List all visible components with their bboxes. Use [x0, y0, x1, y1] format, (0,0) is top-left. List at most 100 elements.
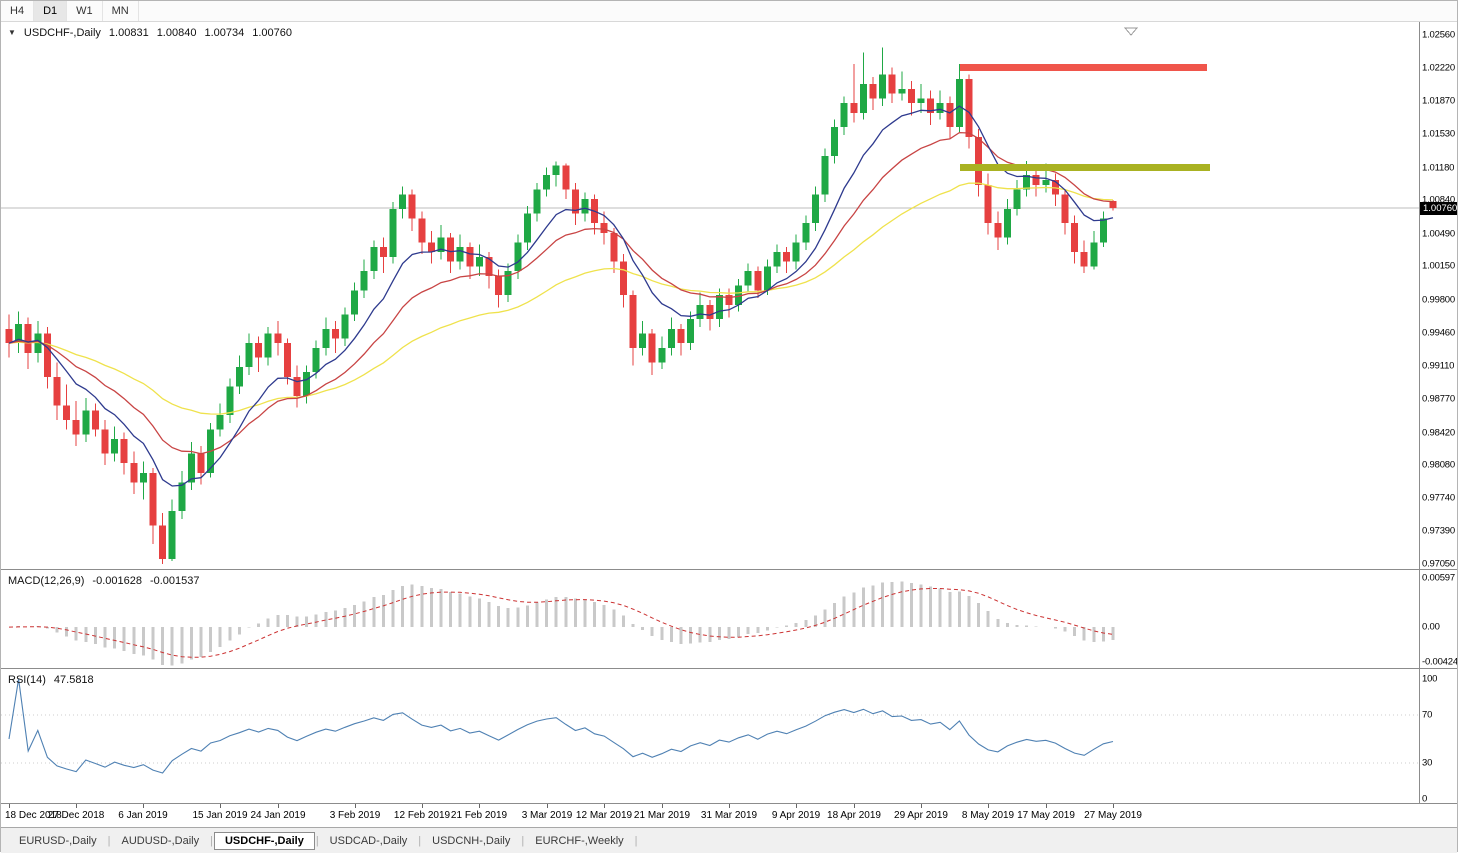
- price-tick-label: 0.98770: [1422, 393, 1455, 405]
- chart-high-value: 1.00840: [156, 27, 197, 39]
- date-tick-mark: [220, 804, 221, 808]
- price-tick-label: 0.99800: [1422, 294, 1455, 306]
- rsi-value: 47.5818: [53, 674, 94, 686]
- date-tick-mark: [662, 804, 663, 808]
- price-tick-label: 0.98080: [1422, 459, 1455, 471]
- timeframe-button-mn[interactable]: MN: [103, 1, 139, 21]
- price-tick-label: 0.99110: [1422, 360, 1455, 372]
- date-tick-label: 27 Dec 2018: [47, 810, 105, 821]
- support-line[interactable]: [960, 164, 1210, 171]
- tab-separator: |: [521, 834, 525, 847]
- macd-signal-value: -0.001537: [149, 575, 200, 587]
- rsi-line: [8, 678, 1114, 774]
- date-tick-label: 3 Feb 2019: [329, 810, 381, 821]
- price-tick-label: 1.00490: [1422, 228, 1455, 240]
- date-tick-label: 12 Mar 2019: [575, 810, 633, 821]
- rsi-axis[interactable]: 100 70 30 0: [1419, 669, 1457, 803]
- price-tick-label: 0.97390: [1422, 525, 1455, 537]
- rsi-plot[interactable]: [1, 669, 1419, 803]
- tab-separator: |: [634, 834, 638, 847]
- timeframe-button-w1[interactable]: W1: [67, 1, 103, 21]
- chart-low-value: 1.00734: [204, 27, 245, 39]
- timeframe-button-h4[interactable]: H4: [1, 1, 35, 21]
- price-tick-label: 1.02220: [1422, 62, 1455, 74]
- date-tick-mark: [422, 804, 423, 808]
- chart-tab-usdcad-daily[interactable]: USDCAD-,Daily: [329, 834, 408, 847]
- chart-tab-audusd-daily[interactable]: AUDUSD-,Daily: [121, 834, 200, 847]
- price-tick-label: 1.00840: [1422, 194, 1455, 206]
- date-tick-mark: [1046, 804, 1047, 808]
- macd-panel: MACD(12,26,9) -0.001628 -0.001537 0.0059…: [1, 569, 1457, 668]
- price-tick-label: 1.02560: [1422, 29, 1455, 41]
- rsi-tick-label: 70: [1422, 709, 1433, 721]
- price-tick-label: 0.98420: [1422, 427, 1455, 438]
- chart-header: ▼ USDCHF-,Daily 1.00831 1.00840 1.00734 …: [8, 27, 292, 39]
- chart-open-value: 1.00831: [108, 27, 149, 39]
- price-tick-label: 0.97050: [1422, 558, 1455, 570]
- chart-tab-eurusd-daily[interactable]: EURUSD-,Daily: [19, 834, 97, 847]
- date-tick-mark: [796, 804, 797, 808]
- date-axis[interactable]: 18 Dec 2018 27 Dec 2018 6 Jan 2019 15 Jan 2…: [1, 803, 1457, 827]
- chevron-down-icon[interactable]: ▼: [8, 28, 16, 37]
- price-tick-label: 1.01530: [1422, 128, 1455, 140]
- chart-tab-usdchf-daily[interactable]: USDCHF-,Daily: [213, 831, 315, 850]
- macd-signal-line: [8, 588, 1114, 658]
- price-tick-label: 1.00150: [1422, 260, 1455, 272]
- date-tick-label: 31 Mar 2019: [700, 810, 758, 821]
- macd-tick-label: 0.00: [1422, 621, 1440, 633]
- macd-axis[interactable]: 0.00597 0.00 -0.00424: [1419, 570, 1457, 668]
- date-tick-mark: [479, 804, 480, 808]
- price-chart-panel: ▼ USDCHF-,Daily 1.00831 1.00840 1.00734 …: [1, 22, 1457, 569]
- date-tick-mark: [988, 804, 989, 808]
- chart-shift-marker[interactable]: [1123, 27, 1139, 36]
- timeframe-button-d1[interactable]: D1: [34, 1, 68, 21]
- rsi-tick-label: 100: [1422, 673, 1438, 685]
- date-tick-mark: [854, 804, 855, 808]
- rsi-panel: RSI(14) 47.5818 100 70 30 0: [1, 668, 1457, 803]
- resistance-line[interactable]: [960, 64, 1207, 72]
- tab-separator: |: [418, 834, 422, 847]
- date-tick-label: 8 May 2019: [961, 810, 1015, 821]
- date-tick-mark: [143, 804, 144, 808]
- date-tick-mark: [278, 804, 279, 808]
- price-tick-label: 0.99460: [1422, 327, 1455, 339]
- date-tick-label: 15 Jan 2019: [192, 810, 248, 821]
- price-tick-label: 0.97740: [1422, 492, 1455, 504]
- date-tick-mark: [921, 804, 922, 808]
- chart-tab-eurchf-weekly[interactable]: EURCHF-,Weekly: [535, 834, 624, 847]
- date-tick-label: 27 May 2019: [1084, 810, 1142, 821]
- price-tick-label: 1.01180: [1422, 162, 1455, 173]
- macd-plot[interactable]: [1, 570, 1419, 668]
- rsi-header: RSI(14) 47.5818: [8, 674, 94, 686]
- current-price-tag: 1.00760: [1420, 202, 1457, 215]
- price-axis[interactable]: 1.02560 1.02220 1.01870 1.01530 1.01180 1.008…: [1419, 22, 1457, 569]
- date-tick-mark: [76, 804, 77, 808]
- price-chart-plot[interactable]: [1, 22, 1419, 569]
- tab-separator: |: [210, 834, 213, 847]
- rsi-tick-label: 30: [1422, 757, 1433, 769]
- price-tick-label: 1.01870: [1422, 95, 1455, 107]
- date-tick-mark: [1113, 804, 1114, 808]
- date-tick-mark: [604, 804, 605, 808]
- date-tick-mark: [9, 804, 10, 808]
- date-tick-label: 18 Dec 2018: [5, 810, 62, 821]
- macd-header: MACD(12,26,9) -0.001628 -0.001537: [8, 575, 200, 587]
- tab-separator: |: [107, 834, 111, 847]
- ma-slow-line: [8, 182, 1114, 415]
- macd-label: MACD(12,26,9): [8, 575, 85, 587]
- timeframe-toolbar: H4 D1 W1 MN: [1, 1, 1457, 22]
- date-tick-label: 17 May 2019: [1017, 810, 1075, 821]
- date-tick-label: 29 Apr 2019: [894, 810, 948, 821]
- rsi-label: RSI(14): [8, 674, 46, 686]
- ma-fast-line: [8, 105, 1114, 487]
- macd-main-value: -0.001628: [92, 575, 142, 587]
- macd-tick-label: 0.00597: [1422, 572, 1455, 584]
- date-tick-label: 24 Jan 2019: [250, 810, 306, 821]
- date-tick-label: 6 Jan 2019: [118, 810, 168, 821]
- tab-separator: |: [315, 834, 319, 847]
- date-tick-mark: [729, 804, 730, 808]
- chart-tab-usdcnh-daily[interactable]: USDCNH-,Daily: [432, 834, 511, 847]
- macd-tick-label: -0.00424: [1422, 656, 1457, 668]
- date-tick-label: 3 Mar 2019: [521, 810, 573, 821]
